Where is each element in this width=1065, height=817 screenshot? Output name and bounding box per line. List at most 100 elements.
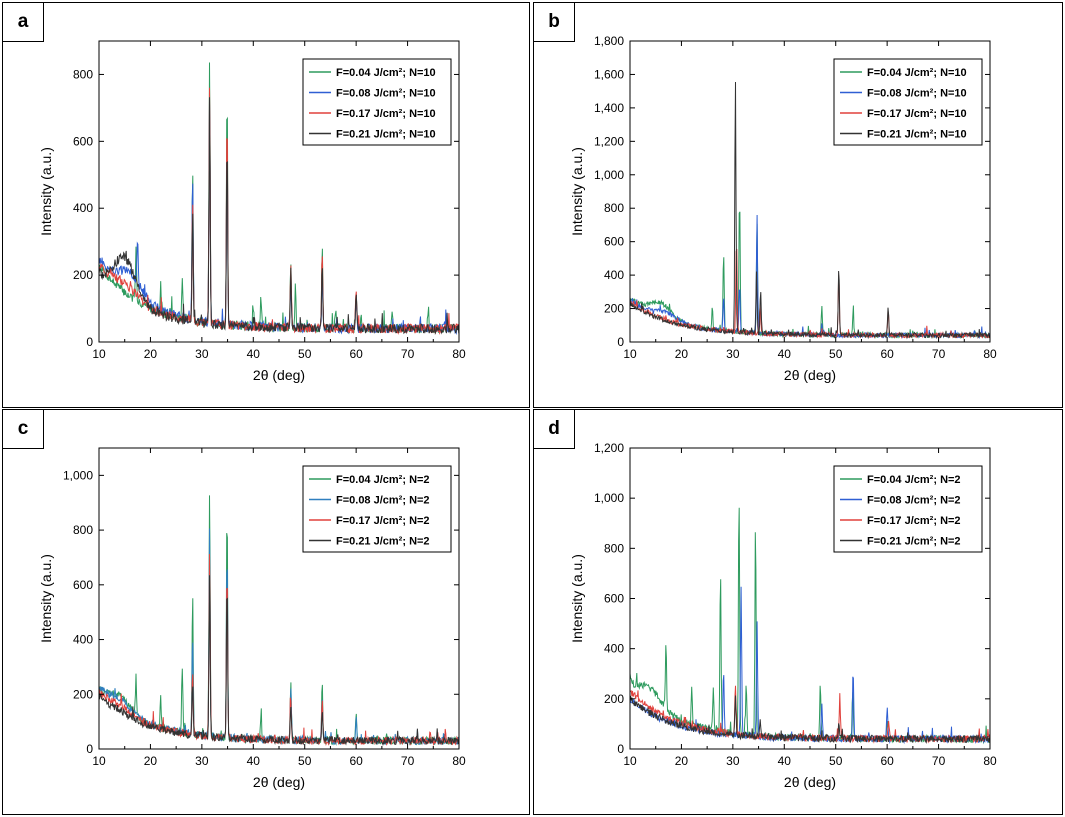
chart-svg-b: 10 20 30 40 50 60 70 8002004006008001,0001,2001… [569,34,997,383]
x-tick-label: 20 [675,347,689,361]
series-line-4 [630,695,990,744]
x-tick-label: 20 [144,754,158,768]
x-tick-label: 60 [349,347,363,361]
series-line-1 [630,211,990,340]
chart-svg-d: 10 20 30 40 50 60 70 8002004006008001,0001,2002… [569,441,997,790]
x-tick-label: 60 [880,754,894,768]
y-axis-title: Intensity (a.u.) [569,554,585,643]
y-tick-label: 800 [73,523,93,537]
x-tick-label: 30 [726,347,740,361]
y-axis-title: Intensity (a.u.) [38,147,54,236]
y-tick-label: 400 [73,633,93,647]
y-tick-label: 1,400 [594,101,624,115]
legend: F=0.04 J/cm²; N=2 F=0.08 J/cm²; N=2 F=0.17… [833,465,983,553]
x-tick-label: 80 [452,347,466,361]
y-tick-label: 1,000 [594,491,624,505]
series-group [99,62,459,336]
x-tick-label: 40 [778,347,792,361]
legend-entry-2: F=0.08 J/cm²; N=10 [867,88,967,100]
legend-entry-1: F=0.04 J/cm²; N=10 [336,67,436,79]
panel-label-b: b [534,3,575,42]
x-tick-label: 80 [452,754,466,768]
y-tick-label: 200 [73,268,93,282]
legend-entry-4: F=0.21 J/cm²; N=2 [336,536,430,548]
x-tick-label: 50 [298,347,312,361]
x-tick-label: 20 [675,754,689,768]
series-line-4 [99,97,459,336]
x-tick-label: 70 [401,347,415,361]
y-tick-label: 1,200 [594,441,624,455]
y-tick-label: 1,600 [594,67,624,81]
x-tick-label: 60 [880,347,894,361]
x-tick-label: 40 [778,754,792,768]
legend-entry-3: F=0.17 J/cm²; N=10 [867,108,967,120]
series-line-4 [99,575,459,747]
y-tick-label: 600 [73,134,93,148]
y-tick-label: 0 [86,742,93,756]
x-tick-label: 60 [349,754,363,768]
legend-entry-3: F=0.17 J/cm²; N=2 [336,515,430,527]
legend-entry-4: F=0.21 J/cm²; N=10 [336,129,436,141]
legend-entry-1: F=0.04 J/cm²; N=10 [867,67,967,79]
legend-box [302,465,452,553]
x-tick-label: 40 [247,347,261,361]
x-tick-label: 10 [92,754,106,768]
x-axis-title: 2θ (deg) [784,367,836,383]
chart-panel-c: 10 20 30 40 50 60 70 80 0 200 400 600 800 1,000 2θ (de… [2,409,530,815]
series-line-4 [630,81,990,340]
y-tick-label: 400 [73,201,93,215]
legend-box [833,465,983,553]
y-tick-label: 200 [604,302,624,316]
legend-entry-4: F=0.21 J/cm²; N=10 [867,129,967,141]
x-axis-title: 2θ (deg) [253,367,305,383]
series-group [630,507,990,745]
y-tick-label: 400 [604,642,624,656]
legend-entry-3: F=0.17 J/cm²; N=10 [336,108,436,120]
legend-entry-2: F=0.08 J/cm²; N=2 [867,495,961,507]
x-tick-label: 40 [247,754,261,768]
series-line-3 [99,553,459,747]
legend-entry-4: F=0.21 J/cm²; N=2 [867,536,961,548]
x-tick-label: 70 [932,754,946,768]
chart-panel-b: 10 20 30 40 50 60 70 80 0 200 400 600 800 1,000 1,200 1… [533,2,1063,408]
x-tick-label: 30 [726,754,740,768]
x-tick-label: 50 [829,347,843,361]
x-tick-label: 30 [195,347,209,361]
legend-box [833,58,983,146]
chart-panel-d: 10 20 30 40 50 60 70 80 0 200 400 600 800 1,000 1,200 2… [533,409,1063,815]
legend: F=0.04 J/cm²; N=2 F=0.08 J/cm²; N=2 F=0.17… [302,465,452,553]
y-tick-label: 1,000 [594,168,624,182]
x-axis-title: 2θ (deg) [784,774,836,790]
chart-panel-a: 10 20 30 40 50 60 70 80 0 200 400 600 800 2θ (deg) Int… [2,2,530,408]
legend-entry-3: F=0.17 J/cm²; N=2 [867,515,961,527]
legend-entry-2: F=0.08 J/cm²; N=10 [336,88,436,100]
y-tick-label: 1,200 [594,134,624,148]
panel-label-c: c [3,410,44,449]
y-tick-label: 800 [73,67,93,81]
legend-entry-1: F=0.04 J/cm²; N=2 [336,474,430,486]
x-tick-label: 10 [623,347,637,361]
x-tick-label: 50 [829,754,843,768]
y-tick-label: 0 [617,742,624,756]
legend-entry-1: F=0.04 J/cm²; N=2 [867,474,961,486]
y-tick-label: 1,800 [594,34,624,48]
x-tick-label: 20 [144,347,158,361]
y-tick-label: 800 [604,201,624,215]
series-group [99,495,459,747]
y-tick-label: 400 [604,268,624,282]
panel-label-d: d [534,410,575,449]
y-tick-label: 600 [73,578,93,592]
legend-entry-2: F=0.08 J/cm²; N=2 [336,495,430,507]
y-tick-label: 600 [604,235,624,249]
y-tick-label: 0 [86,335,93,349]
y-tick-label: 200 [73,687,93,701]
x-tick-label: 70 [932,347,946,361]
y-tick-label: 200 [604,692,624,706]
y-axis-title: Intensity (a.u.) [569,147,585,236]
series-group [630,81,990,340]
y-axis-title: Intensity (a.u.) [38,554,54,643]
x-tick-label: 10 [92,347,106,361]
series-line-3 [630,248,990,340]
